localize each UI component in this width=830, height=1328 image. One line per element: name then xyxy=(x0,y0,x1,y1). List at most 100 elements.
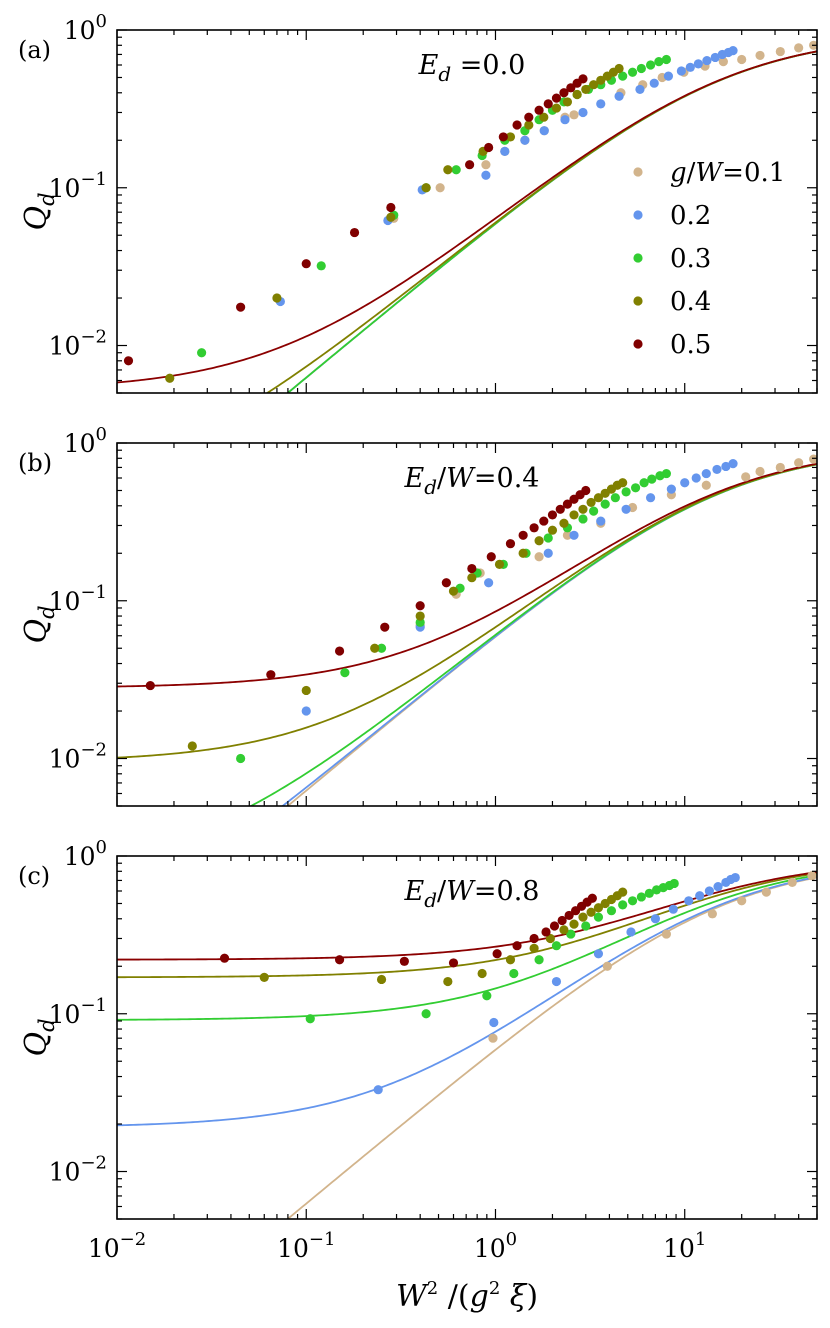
series-g0.3 xyxy=(236,468,671,764)
model-curve-g0.2 xyxy=(117,876,817,1127)
data-point xyxy=(340,668,350,678)
data-point xyxy=(680,478,690,488)
data-point xyxy=(618,900,628,910)
data-point xyxy=(721,461,731,472)
data-point xyxy=(581,84,591,95)
data-point xyxy=(376,974,387,985)
data-point xyxy=(545,933,555,944)
data-point xyxy=(448,586,459,596)
ticks xyxy=(116,29,818,394)
data-point xyxy=(676,66,686,76)
data-point xyxy=(443,976,453,987)
data-point xyxy=(435,183,445,193)
data-point xyxy=(614,91,624,101)
panel-a: 10−2 10−1 100 Qd (a) Ed =0.0 xyxy=(18,11,818,394)
legend-entry: g/W=0.1 xyxy=(670,158,785,188)
data-point xyxy=(512,941,522,951)
data-point xyxy=(618,71,628,81)
data-point xyxy=(704,886,714,896)
data-point xyxy=(562,97,573,107)
data-point xyxy=(626,927,636,937)
data-point xyxy=(421,1009,431,1019)
y-tick-label: 10−1 xyxy=(49,995,107,1029)
y-tick-label: 10−2 xyxy=(49,327,107,361)
y-axis-title: Qd xyxy=(19,605,59,643)
data-point xyxy=(566,929,576,939)
axes-frame xyxy=(116,442,818,807)
data-point xyxy=(728,459,738,469)
data-point xyxy=(421,183,431,193)
data-point xyxy=(534,536,544,546)
data-point xyxy=(569,530,579,540)
data-point xyxy=(589,506,599,516)
data-point xyxy=(534,105,544,115)
data-point xyxy=(259,972,269,983)
model-curves xyxy=(117,871,817,1219)
model-curve-g0.4 xyxy=(265,50,817,393)
data-point xyxy=(334,955,345,965)
data-point xyxy=(500,146,510,156)
data-point xyxy=(543,99,553,109)
model-curve-g0.4 xyxy=(117,872,817,979)
data-point xyxy=(794,43,804,53)
data-point xyxy=(551,941,562,951)
data-point xyxy=(654,57,664,67)
data-point xyxy=(551,976,562,987)
panel-label: (c) xyxy=(18,862,50,890)
data-point xyxy=(370,643,380,653)
data-point xyxy=(606,906,617,916)
data-point xyxy=(236,753,246,764)
data-point xyxy=(618,887,628,897)
y-tick-label: 10−1 xyxy=(49,582,107,616)
data-point xyxy=(482,991,492,1001)
series-g0.5 xyxy=(145,485,591,691)
data-point xyxy=(334,646,345,656)
data-point xyxy=(569,510,579,520)
data-point xyxy=(578,514,588,524)
x-tick-label: 10−2 xyxy=(88,1229,146,1263)
data-point xyxy=(539,516,549,526)
data-point xyxy=(701,468,711,479)
data-point xyxy=(730,872,740,883)
data-point xyxy=(627,896,638,906)
data-point xyxy=(559,925,569,935)
series-g0.1 xyxy=(488,871,817,1043)
legend-marker-g0.5 xyxy=(633,339,643,349)
data-point xyxy=(373,1085,383,1095)
ticks xyxy=(116,442,818,807)
data-point xyxy=(564,910,574,921)
data-point xyxy=(710,52,720,63)
panel-label: (b) xyxy=(18,449,52,477)
y-tick-label: 10−2 xyxy=(49,740,107,774)
panel-label: (a) xyxy=(18,36,51,64)
data-point xyxy=(728,46,738,56)
data-point xyxy=(415,601,425,611)
series-g0.5 xyxy=(123,74,588,366)
legend-marker-g0.1 xyxy=(633,167,643,177)
data-point xyxy=(661,468,671,479)
axes-frame xyxy=(116,855,818,1220)
data-point xyxy=(399,956,409,966)
model-curve-g0.1 xyxy=(286,876,817,1219)
model-curve-g0.5 xyxy=(117,50,817,384)
data-point xyxy=(520,135,530,145)
data-point xyxy=(305,1014,315,1024)
series-g0.2 xyxy=(301,459,738,716)
data-point xyxy=(481,170,491,180)
data-point xyxy=(761,887,771,897)
data-point xyxy=(702,55,712,66)
data-point xyxy=(551,103,562,113)
y-tick-label: 100 xyxy=(64,11,107,45)
data-point xyxy=(562,499,573,509)
legend-marker-g0.3 xyxy=(633,253,643,263)
data-point xyxy=(560,115,570,125)
data-point xyxy=(301,706,311,716)
axes-frame xyxy=(116,29,818,394)
data-point xyxy=(593,903,604,913)
data-point xyxy=(376,643,387,653)
data-point xyxy=(559,518,569,528)
y-tick-label: 100 xyxy=(64,837,107,871)
data-point xyxy=(512,120,522,130)
data-point xyxy=(586,907,596,917)
